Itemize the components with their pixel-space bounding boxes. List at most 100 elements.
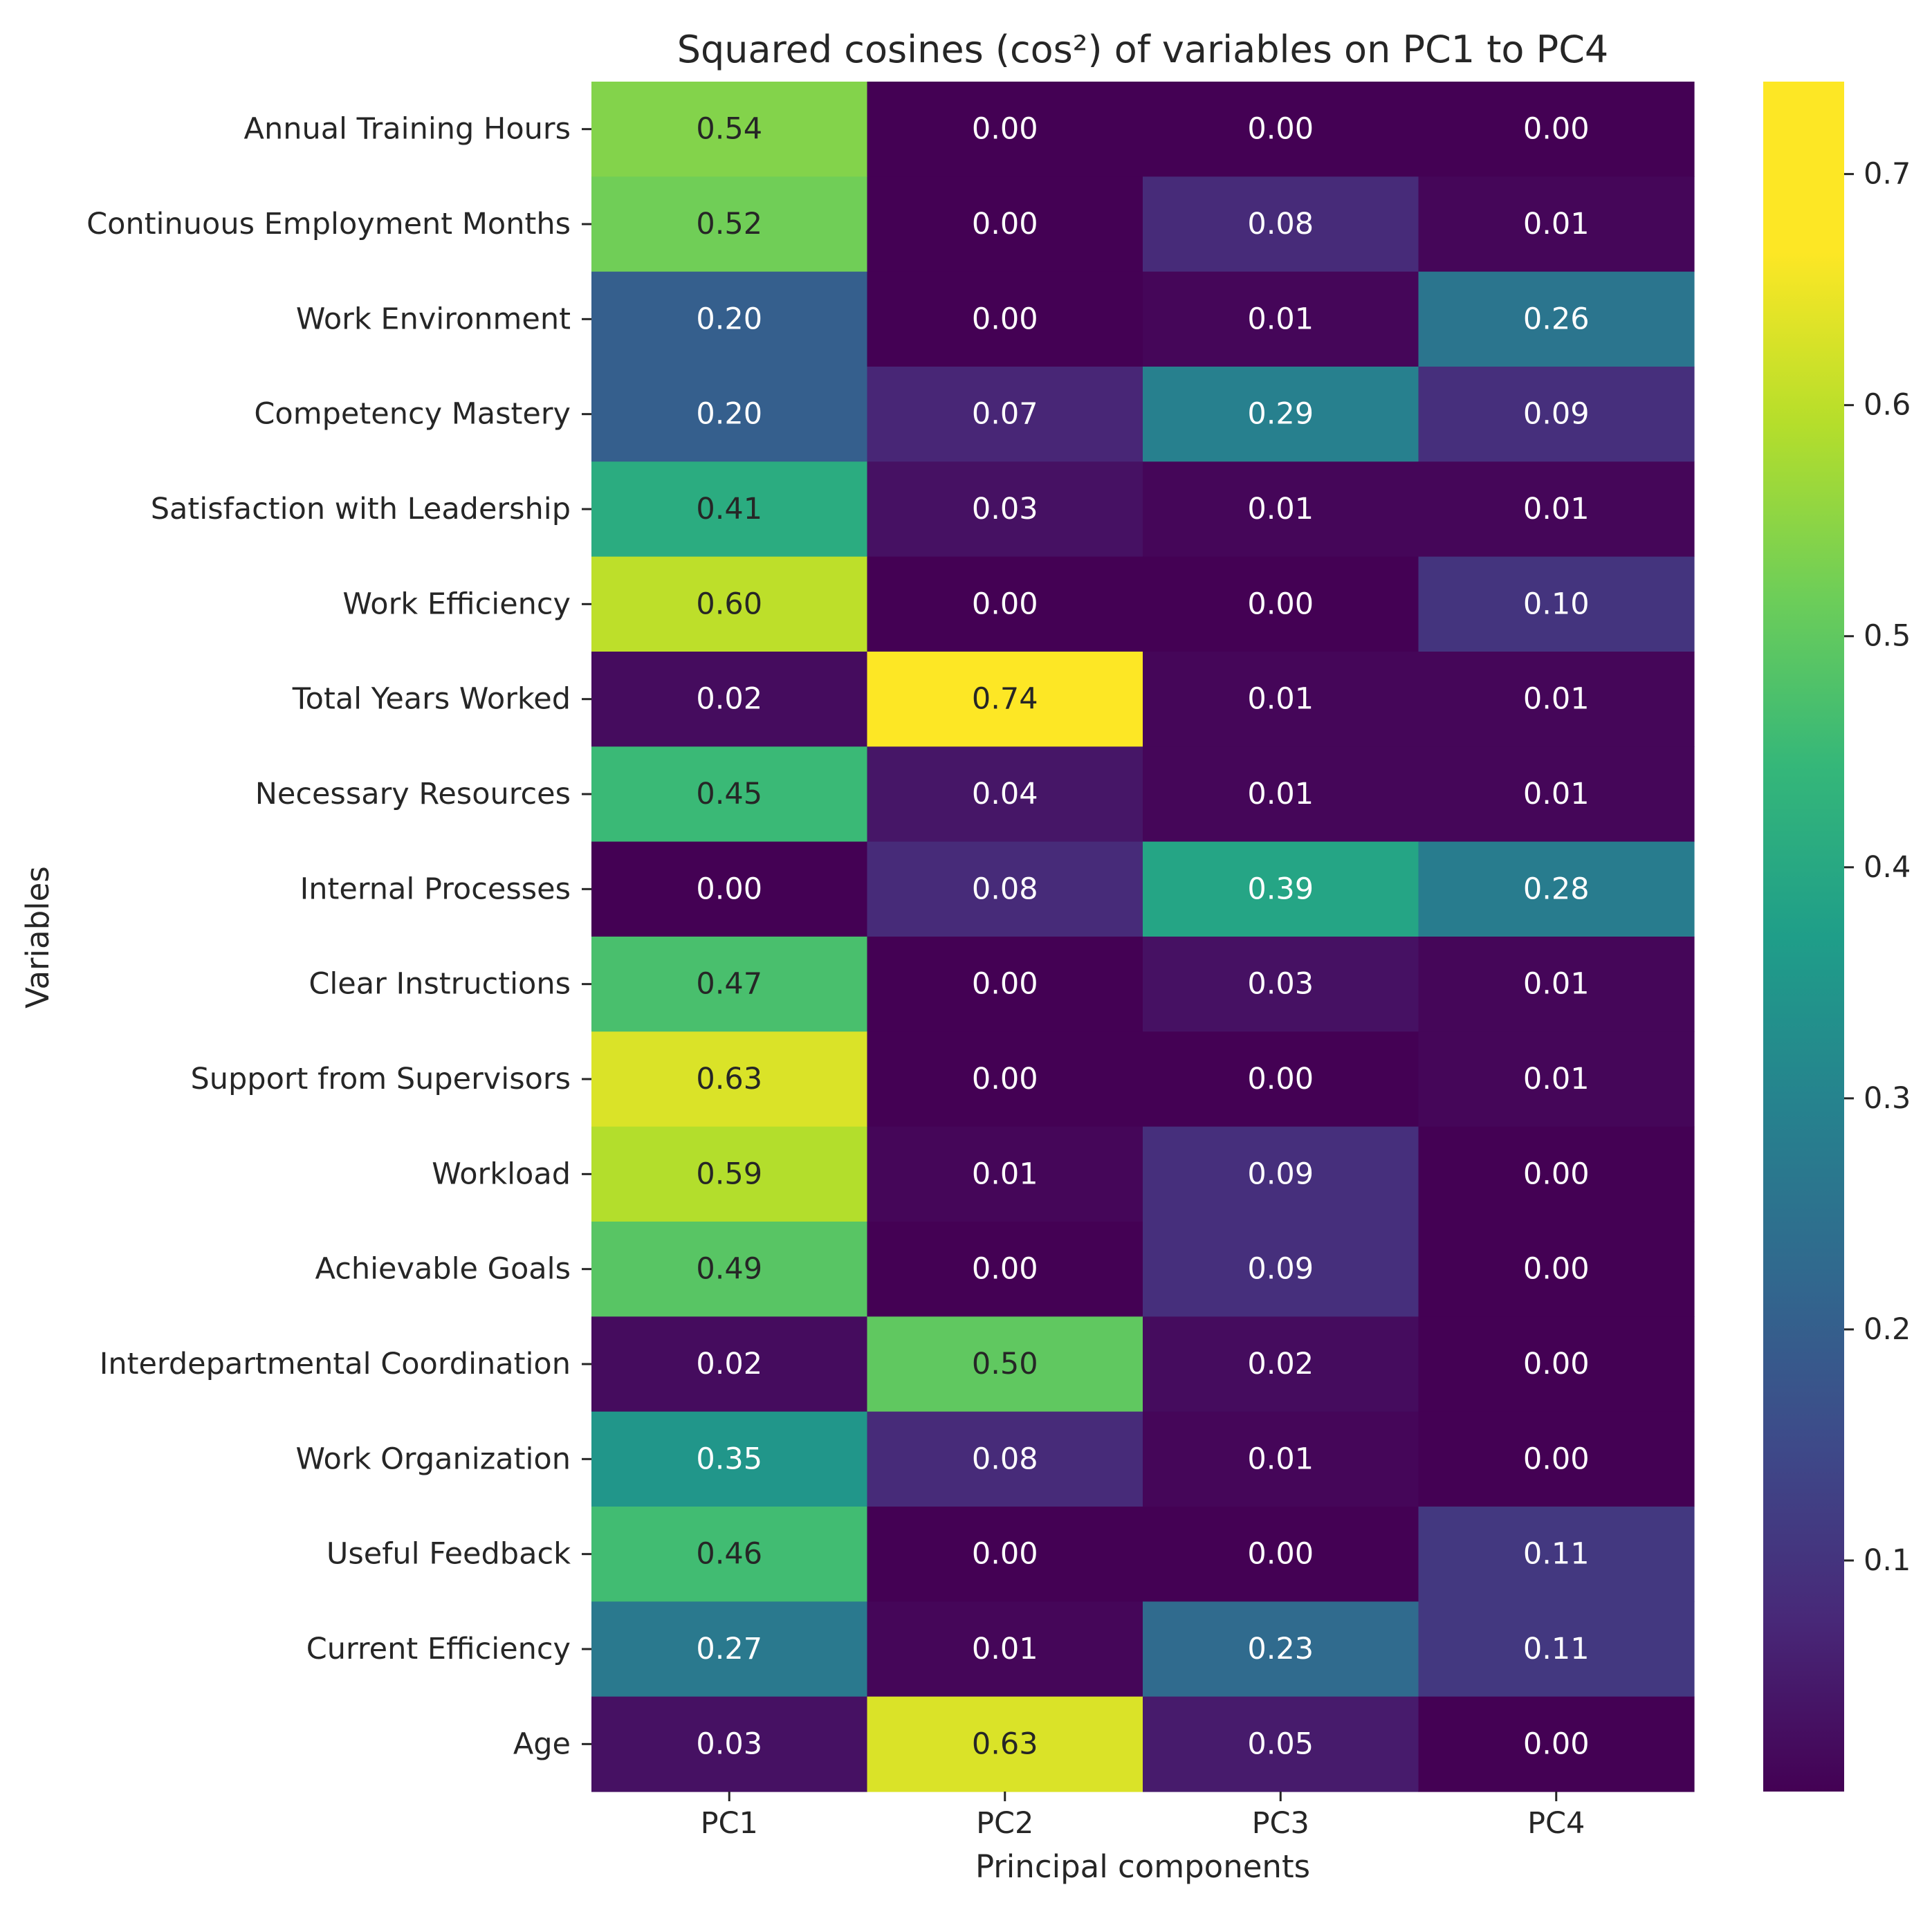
cell-value-label: 0.27 [696,1632,762,1666]
cell-value-label: 0.01 [1523,1062,1590,1096]
heatmap-cell [591,1316,868,1412]
heatmap-cell [1143,746,1419,843]
heatmap-cell [867,1316,1143,1412]
heatmap-cell [591,82,868,177]
colorbar-tick-label: 0.6 [1864,388,1911,423]
cell-value-label: 0.00 [696,872,762,906]
cell-value-label: 0.00 [972,1252,1038,1287]
cell-value-label: 0.03 [972,492,1038,526]
y-tick-label: Internal Processes [300,872,571,906]
cell-value-label: 0.00 [1247,1062,1314,1096]
heatmap-cell [867,937,1143,1032]
cell-value-label: 0.01 [1523,967,1590,1002]
y-tick-label: Necessary Resources [255,777,571,811]
cell-value-label: 0.59 [696,1157,762,1191]
heatmap-cell [1143,367,1419,462]
heatmap-cell [1143,1411,1419,1507]
cell-value-label: 0.07 [972,397,1038,432]
x-tick-label: PC3 [1252,1806,1309,1841]
cell-annotations: 0.54 0.00 0.00 0.00 0.52 0.00 0.08 0.01 0.20 0.00… [696,112,1589,1762]
y-tick-label: Current Efficiency [306,1632,571,1666]
cell-value-label: 0.41 [696,492,762,526]
cell-value-label: 0.63 [972,1727,1038,1761]
cell-value-label: 0.02 [1247,1347,1314,1381]
heatmap-cell [591,461,868,558]
cell-value-label: 0.35 [696,1442,762,1476]
cell-value-label: 0.47 [696,967,762,1002]
cell-value-label: 0.02 [696,682,762,717]
y-tick-label: Annual Training Hours [244,112,571,147]
heatmap-cell [1143,1601,1419,1697]
heatmap-cell [1143,176,1419,273]
heatmap-cell [591,1507,868,1602]
heatmap-cell [1418,1411,1695,1507]
heatmap-cell [1143,1222,1419,1317]
heatmap-cell [867,367,1143,462]
heatmap-cell [1418,556,1695,652]
cell-value-label: 0.00 [1247,587,1314,621]
heatmap-cell [1418,937,1695,1032]
cell-value-label: 0.00 [1523,1252,1590,1287]
cell-value-label: 0.11 [1523,1537,1590,1572]
y-axis-ticks: Annual Training Hours Continuous Employme… [86,112,591,1761]
heatmap-cell [591,271,868,367]
cell-value-label: 0.45 [696,777,762,811]
cell-value-label: 0.74 [972,682,1038,717]
cell-value-label: 0.04 [972,777,1038,811]
heatmap-cell [1143,1507,1419,1602]
cell-value-label: 0.00 [1523,1442,1590,1476]
cell-value-label: 0.01 [972,1632,1038,1666]
heatmap-cell [867,652,1143,747]
heatmap-cell [1418,461,1695,558]
x-axis-ticks: PC1 PC2 PC3 PC4 [701,1792,1585,1841]
heatmap-cell [867,1031,1143,1128]
y-tick-label: Work Efficiency [342,587,571,621]
cell-value-label: 0.01 [1247,492,1314,526]
heatmap-cell [1143,1696,1419,1792]
cell-value-label: 0.00 [1523,1157,1590,1191]
cell-value-label: 0.08 [1247,207,1314,241]
heatmap-cell [867,841,1143,937]
heatmap-cell [591,1601,868,1697]
cell-value-label: 0.02 [696,1347,762,1381]
heatmap-cell [1418,1222,1695,1317]
heatmap-cell [1418,1696,1695,1792]
heatmap-cell [1418,271,1695,367]
y-axis-label: Variables [19,866,56,1009]
colorbar-ticks: 0.1 0.2 0.3 0.4 0.5 0.6 0.7 [1844,157,1911,1578]
heatmap-cell [867,271,1143,367]
cell-value-label: 0.11 [1523,1632,1590,1666]
heatmap-cell [591,367,868,462]
colorbar-tick-label: 0.5 [1864,619,1911,654]
y-tick-label: Work Organization [296,1442,571,1476]
cell-value-label: 0.01 [1523,207,1590,241]
colorbar-tick-label: 0.3 [1864,1081,1911,1116]
cell-value-label: 0.46 [696,1537,762,1572]
heatmap-cell [591,1222,868,1317]
cell-value-label: 0.00 [972,302,1038,336]
colorbar-tick-label: 0.4 [1864,850,1911,885]
heatmap-cell [1418,1507,1695,1602]
cell-value-label: 0.01 [972,1157,1038,1191]
cell-value-label: 0.03 [1247,967,1314,1002]
y-tick-label: Total Years Worked [292,682,571,717]
y-tick-label: Continuous Employment Months [86,207,571,241]
cell-value-label: 0.01 [1247,682,1314,717]
cell-value-label: 0.20 [696,302,762,336]
heatmap-cell [591,841,868,937]
cell-value-label: 0.00 [1523,1727,1590,1761]
cell-value-label: 0.01 [1247,1442,1314,1476]
cell-value-label: 0.10 [1523,587,1590,621]
cell-value-label: 0.63 [696,1062,762,1096]
heatmap-cell [1143,1126,1419,1222]
heatmap-cell [867,1411,1143,1507]
heatmap-cell [1418,746,1695,843]
cell-value-label: 0.00 [972,112,1038,147]
colorbar [1763,82,1844,1792]
heatmap-cell [591,176,868,273]
cell-value-label: 0.01 [1523,492,1590,526]
y-tick-label: Support from Supervisors [190,1062,571,1096]
heatmap-cell [1143,937,1419,1032]
